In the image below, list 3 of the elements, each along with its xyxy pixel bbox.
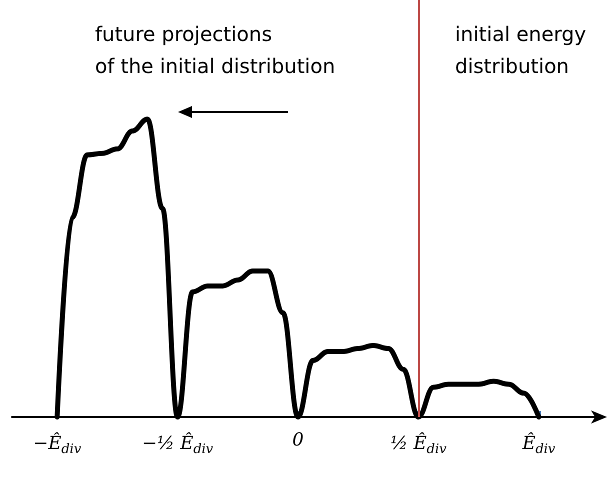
x-tick-label: 0 (292, 430, 304, 450)
text: future projections of the initial distribution (95, 22, 336, 78)
text: initial energy distribution (455, 22, 586, 78)
